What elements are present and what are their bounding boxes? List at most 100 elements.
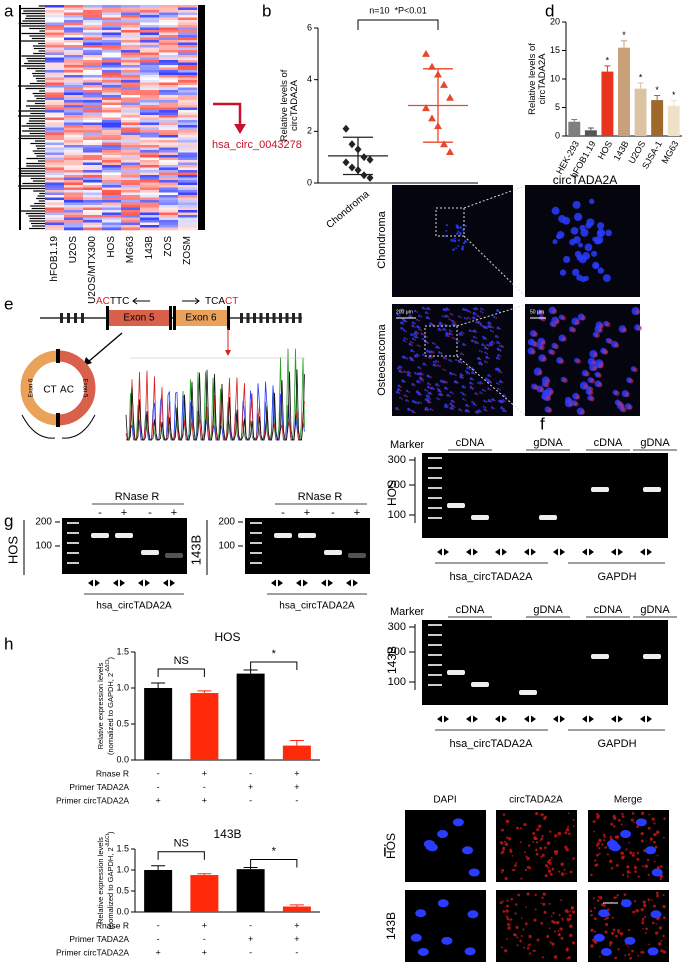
exon [259, 313, 263, 323]
heatmap-cell [45, 55, 65, 58]
nucleus [416, 318, 419, 321]
signal [547, 866, 550, 869]
heatmap-cell [64, 215, 84, 218]
signal [529, 943, 532, 946]
nucleus [422, 306, 425, 310]
heatmap-cell [64, 40, 84, 43]
signal [399, 389, 402, 392]
heatmap-cell [102, 177, 122, 181]
heatmap-cell [159, 220, 179, 223]
heatmap-cell [102, 75, 122, 78]
signal [469, 311, 472, 314]
signal [610, 867, 614, 870]
signal [480, 350, 483, 353]
heatmap-cell [45, 197, 65, 201]
signal [468, 410, 471, 413]
signal [480, 410, 482, 413]
heatmap-cell [64, 157, 84, 161]
marker-band [250, 562, 262, 564]
signal [628, 841, 631, 844]
heatmap-cell [178, 205, 198, 208]
heatmap-cell [64, 22, 84, 26]
signal [399, 368, 402, 371]
heatmap-cell [45, 162, 65, 166]
signal [654, 845, 658, 849]
signal [569, 924, 573, 928]
signal [636, 857, 640, 861]
heatmap-cell [45, 105, 65, 108]
signal [614, 390, 620, 396]
primer-part: AC [96, 296, 110, 307]
heatmap-cell [140, 145, 160, 148]
heatmap-cell [140, 180, 160, 183]
heatmap-cell [64, 95, 84, 98]
heatmap-cell [102, 112, 122, 116]
signal [516, 936, 519, 939]
signal [631, 812, 635, 815]
signal [511, 869, 514, 871]
nucleus [410, 349, 414, 352]
signal [441, 323, 444, 326]
signal [571, 941, 576, 945]
heatmap-cell [64, 122, 84, 126]
scale-label: 50 μm [530, 309, 544, 315]
y-tick-label: 0.5 [116, 885, 129, 895]
heatmap-cell [83, 57, 103, 61]
signal [557, 929, 560, 932]
signal [415, 333, 418, 336]
signal [401, 397, 403, 400]
nucleus [411, 383, 415, 386]
signal [489, 388, 492, 391]
signal [451, 392, 454, 395]
signal [481, 392, 484, 395]
nucleus [435, 383, 439, 387]
heatmap-cell [45, 135, 65, 138]
heatmap-cell [83, 62, 103, 66]
signal [637, 875, 640, 878]
heatmap-cell [83, 155, 103, 158]
nucleus [464, 224, 467, 227]
heatmap-cell [102, 25, 122, 28]
signal [644, 864, 649, 869]
band [165, 553, 183, 558]
primer-arrowhead [640, 715, 645, 723]
nucleus [472, 307, 475, 310]
nucleus [469, 377, 473, 380]
heatmap-cell [64, 5, 84, 8]
signal [561, 919, 564, 921]
heatmap-cell [159, 72, 179, 76]
data-point [342, 124, 350, 133]
nucleus [486, 378, 490, 382]
heatmap-cell [178, 117, 198, 121]
nucleus [487, 399, 491, 403]
nucleus [498, 380, 503, 384]
heatmap-cell [178, 160, 198, 163]
nucleus [453, 380, 457, 383]
primer-arrowhead [271, 579, 276, 587]
nucleus [475, 321, 478, 324]
signal [598, 323, 604, 329]
nucleus [487, 387, 490, 390]
significance-mark: * [639, 72, 643, 82]
nucleus [478, 349, 481, 352]
heatmap-cell [64, 187, 84, 191]
heatmap-cell [83, 75, 103, 78]
heatmap-cell [64, 52, 84, 56]
nucleus [437, 899, 449, 908]
heatmap-cell [140, 160, 160, 163]
heatmap-cell [121, 65, 141, 68]
circ-exon-label: Exon 5 [81, 379, 87, 398]
signal [640, 908, 644, 912]
nucleus [405, 399, 408, 402]
signal [486, 352, 489, 355]
signal [570, 907, 574, 910]
heatmap-cell [83, 97, 103, 101]
heatmap-cell [140, 190, 160, 193]
heatmap-cell [64, 165, 84, 168]
heatmap-cell [178, 27, 198, 31]
signal [486, 347, 489, 350]
heatmap-cell [102, 160, 122, 163]
sign: + [354, 507, 360, 519]
heatmap-cell [121, 57, 141, 61]
nucleus [444, 386, 447, 390]
